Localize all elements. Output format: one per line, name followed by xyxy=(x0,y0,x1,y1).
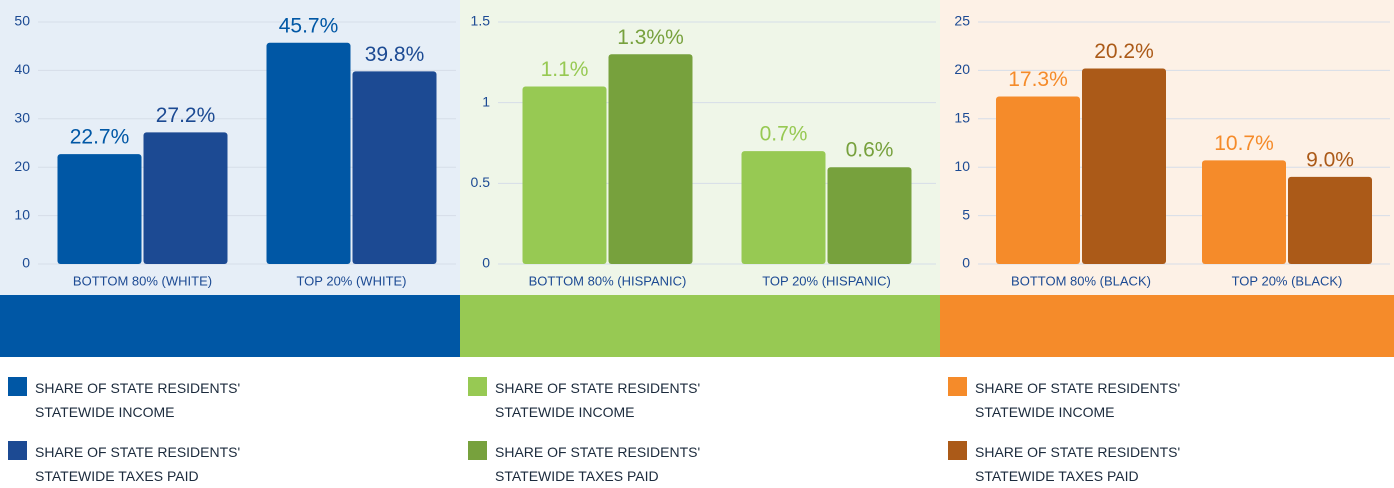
chart: 0 5 10 15 20 25 17.3% 20.2% BOTTOM 80% (BLACK) 10… xyxy=(940,0,1394,295)
bar xyxy=(57,154,142,264)
value-label: 1.3%% xyxy=(617,26,684,49)
y-tick-label: 5 xyxy=(962,206,970,222)
color-band xyxy=(0,295,460,357)
bar xyxy=(827,167,912,264)
value-label: 45.7% xyxy=(279,14,339,37)
value-label: 1.1% xyxy=(541,58,589,81)
color-band xyxy=(460,295,940,357)
x-tick-label: TOP 20% (BLACK) xyxy=(1232,273,1343,288)
bar xyxy=(1082,68,1166,265)
y-tick-label: 40 xyxy=(14,61,30,77)
x-tick-label: BOTTOM 80% (HISPANIC) xyxy=(529,273,687,288)
x-tick-label: TOP 20% (HISPANIC) xyxy=(762,273,891,288)
value-label: 0.7% xyxy=(760,123,808,146)
bar xyxy=(266,42,351,265)
legend-label: SHARE OF STATE RESIDENTS' STATEWIDE TAXE… xyxy=(975,444,1181,484)
bar xyxy=(352,71,437,264)
y-tick-label: 0 xyxy=(22,255,30,271)
x-tick-label: TOP 20% (WHITE) xyxy=(296,273,406,288)
legend-label: SHARE OF STATE RESIDENTS' STATEWIDE INCO… xyxy=(495,380,701,420)
value-label: 22.7% xyxy=(70,126,130,149)
legend-entry: SHARE OF STATE RESIDENTS' STATEWIDE INCO… xyxy=(468,376,755,424)
legend-swatch xyxy=(468,441,487,460)
y-tick-label: 0 xyxy=(962,255,970,271)
color-band xyxy=(940,295,1394,357)
y-tick-label: 30 xyxy=(14,110,30,126)
value-label: 0.6% xyxy=(846,139,894,162)
legend-label: SHARE OF STATE RESIDENTS' STATEWIDE TAXE… xyxy=(35,444,241,484)
x-tick-label: BOTTOM 80% (BLACK) xyxy=(1011,273,1151,288)
value-label: 39.8% xyxy=(365,43,425,66)
x-tick-label: BOTTOM 80% (WHITE) xyxy=(73,273,212,288)
y-tick-label: 10 xyxy=(954,158,970,174)
y-tick-label: 0 xyxy=(482,255,490,271)
value-label: 17.3% xyxy=(1008,68,1068,91)
legend-entry: SHARE OF STATE RESIDENTS' STATEWIDE TAXE… xyxy=(8,440,295,488)
legend-swatch xyxy=(8,441,27,460)
legend-entry: SHARE OF STATE RESIDENTS' STATEWIDE TAXE… xyxy=(468,440,755,488)
legend-label: SHARE OF STATE RESIDENTS' STATEWIDE INCO… xyxy=(975,380,1181,420)
chart: 0 0.5 1 1.5 1.1% 1.3%% BOTTOM 80% (HISPANIC) 0.… xyxy=(460,0,940,295)
y-tick-label: 20 xyxy=(954,61,970,77)
y-tick-label: 50 xyxy=(14,13,30,29)
value-label: 9.0% xyxy=(1306,148,1354,171)
chart-panel: 0 10 20 30 40 50 22.7% 27.2% BOTTOM 80% (WHITE) 4… xyxy=(0,0,460,486)
y-tick-label: 20 xyxy=(14,158,30,174)
value-label: 27.2% xyxy=(156,104,216,127)
legend-label: SHARE OF STATE RESIDENTS' STATEWIDE INCO… xyxy=(35,380,241,420)
y-tick-label: 0.5 xyxy=(471,174,491,190)
chart: 0 10 20 30 40 50 22.7% 27.2% BOTTOM 80% (WHITE) 4… xyxy=(0,0,460,295)
legend-entry: SHARE OF STATE RESIDENTS' STATEWIDE INCO… xyxy=(948,376,1235,424)
legend-label: SHARE OF STATE RESIDENTS' STATEWIDE TAXE… xyxy=(495,444,701,484)
y-tick-label: 1 xyxy=(482,93,490,109)
y-tick-label: 25 xyxy=(954,13,970,29)
chart-panel: 0 0.5 1 1.5 1.1% 1.3%% BOTTOM 80% (HISPANIC) 0.… xyxy=(460,0,940,486)
y-tick-label: 1.5 xyxy=(471,13,491,29)
legend-entry: SHARE OF STATE RESIDENTS' STATEWIDE TAXE… xyxy=(948,440,1235,488)
bar xyxy=(741,151,826,264)
bar xyxy=(608,54,693,265)
legend-entry: SHARE OF STATE RESIDENTS' STATEWIDE INCO… xyxy=(8,376,295,424)
legend-swatch xyxy=(8,377,27,396)
bar xyxy=(1202,160,1286,264)
y-tick-label: 15 xyxy=(954,110,970,126)
legend-swatch xyxy=(948,441,967,460)
bar xyxy=(522,86,607,265)
bar xyxy=(996,96,1080,264)
value-label: 10.7% xyxy=(1214,132,1274,155)
value-label: 20.2% xyxy=(1094,40,1154,63)
legend-swatch xyxy=(468,377,487,396)
bar xyxy=(143,132,228,264)
y-tick-label: 10 xyxy=(14,206,30,222)
bar xyxy=(1288,176,1372,264)
chart-panel: 0 5 10 15 20 25 17.3% 20.2% BOTTOM 80% (BLACK) 10… xyxy=(940,0,1394,486)
legend-swatch xyxy=(948,377,967,396)
